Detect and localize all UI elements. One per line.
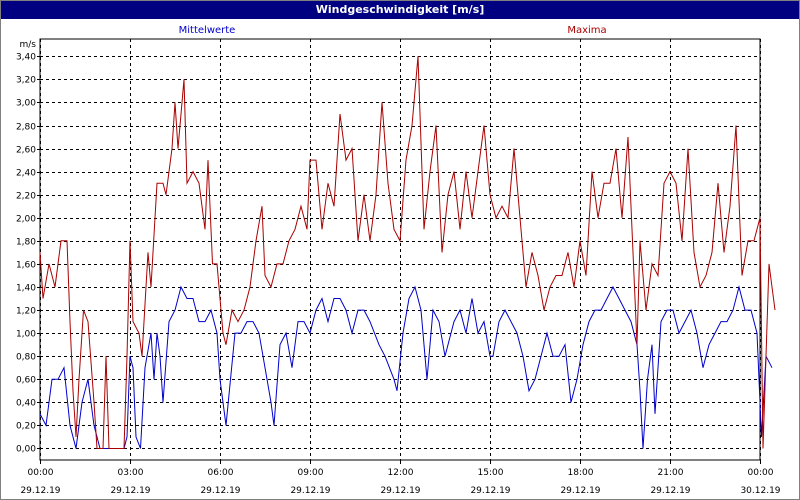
x-tick-date: 29.12.19 <box>470 486 510 496</box>
y-tick-label: 2,60 <box>16 146 36 156</box>
y-tick-label: 0,20 <box>16 422 36 432</box>
legend-entry: Mittelwerte <box>179 25 236 36</box>
x-tick-date: 29.12.19 <box>650 486 690 496</box>
y-tick-label: 2,40 <box>16 169 36 179</box>
y-tick-label: 3,40 <box>16 53 36 63</box>
x-tick-time: 21:00 <box>658 468 684 478</box>
x-tick-time: 00:00 <box>28 468 54 478</box>
y-tick-label: 0,60 <box>16 376 36 386</box>
x-tick-date: 29.12.19 <box>290 486 330 496</box>
y-tick-label: 2,20 <box>16 192 36 202</box>
window-title: Windgeschwindigkeit [m/s] <box>1 1 799 19</box>
y-tick-label: 1,40 <box>16 284 36 294</box>
x-tick-time: 00:00 <box>748 468 774 478</box>
x-tick-time: 09:00 <box>298 468 324 478</box>
x-tick-time: 12:00 <box>388 468 414 478</box>
y-tick-label: 0,80 <box>16 353 36 363</box>
x-tick-date: 29.12.19 <box>380 486 420 496</box>
y-tick-label: 0,40 <box>16 399 36 409</box>
x-axis: 00:00 29.12.19 03:00 29.12.19 06:00 29.12.19 0… <box>20 460 781 496</box>
x-tick-date: 29.12.19 <box>110 486 150 496</box>
y-tick-label: 1,00 <box>16 330 36 340</box>
y-tick-label: 3,00 <box>16 99 36 109</box>
y-tick-label: 0,00 <box>16 445 36 455</box>
x-tick-date: 29.12.19 <box>560 486 600 496</box>
y-tick-label: 1,20 <box>16 307 36 317</box>
x-tick-date: 30.12.19 <box>740 486 780 496</box>
y-tick-label: 2,00 <box>16 215 36 225</box>
y-tick-label: 1,80 <box>16 238 36 248</box>
legend-entry: Maxima <box>567 25 606 36</box>
x-tick-time: 03:00 <box>118 468 144 478</box>
y-tick-label: 3,20 <box>16 76 36 86</box>
y-axis: 0,00 0,20 0,40 0,60 0,80 1,00 1,20 1,40 1,60 1,80… <box>16 40 40 455</box>
legend: Mittelwerte Maxima <box>179 25 607 36</box>
y-axis-label: m/s <box>20 40 37 50</box>
y-tick-label: 1,60 <box>16 261 36 271</box>
x-tick-date: 29.12.19 <box>200 486 240 496</box>
x-tick-date: 29.12.19 <box>20 486 60 496</box>
y-tick-label: 2,80 <box>16 123 36 133</box>
series-line-mittelwerte <box>39 285 773 449</box>
x-tick-time: 06:00 <box>208 468 234 478</box>
x-tick-time: 18:00 <box>568 468 594 478</box>
series-lines <box>39 56 776 449</box>
x-tick-time: 15:00 <box>478 468 504 478</box>
series-line-maxima <box>39 56 776 449</box>
